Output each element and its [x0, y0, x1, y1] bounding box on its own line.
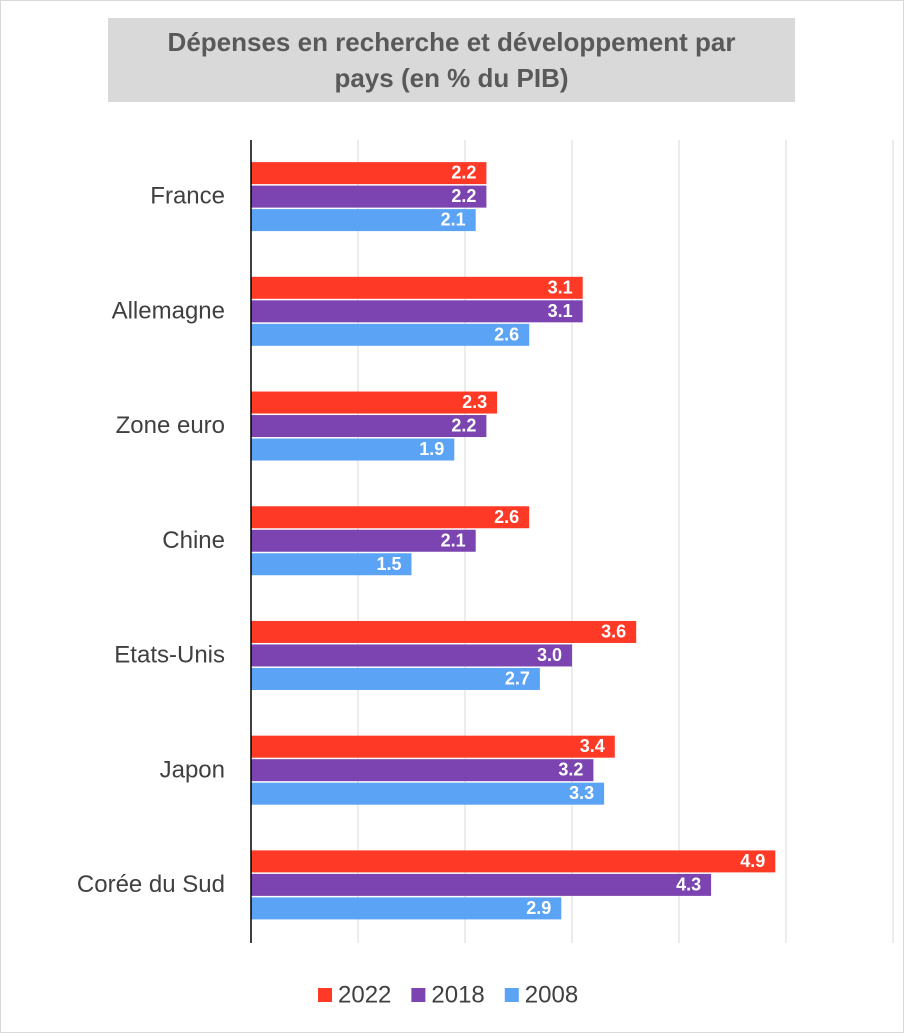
bar [251, 185, 487, 208]
bar [251, 391, 498, 414]
y-tick-label: Etats-Unis [114, 642, 225, 669]
bar [251, 300, 583, 323]
bar [251, 873, 712, 896]
bar [251, 644, 572, 667]
bar [251, 850, 776, 873]
bar [251, 209, 476, 232]
bar [251, 323, 530, 346]
data-label: 2.6 [494, 507, 519, 527]
data-label: 2.2 [451, 186, 476, 206]
data-label: 2.2 [451, 163, 476, 183]
y-tick-label: Corée du Sud [77, 871, 225, 898]
data-label: 3.0 [537, 645, 562, 665]
data-label: 3.4 [580, 736, 605, 756]
bar [251, 529, 476, 552]
data-label: 2.6 [494, 324, 519, 344]
data-label: 4.9 [740, 851, 765, 871]
bar [251, 735, 615, 758]
bar [251, 897, 562, 920]
y-tick-label: Japon [160, 756, 225, 783]
legend-swatch [504, 988, 519, 1002]
data-label: 2.7 [505, 668, 530, 688]
legend-label: 2022 [338, 981, 391, 1008]
title-box: Dépenses en recherche et développement p… [108, 18, 795, 102]
data-label: 2.2 [451, 416, 476, 436]
legend-swatch [411, 988, 426, 1002]
data-label: 2.1 [441, 210, 466, 230]
data-label: 3.3 [569, 783, 594, 803]
legend-swatch [318, 988, 332, 1002]
bar [251, 782, 605, 805]
chart-title: Dépenses en recherche et développement p… [167, 27, 736, 93]
bar [251, 667, 540, 690]
bar [251, 415, 487, 438]
data-label: 1.5 [376, 554, 401, 574]
y-tick-label: Zone euro [116, 412, 225, 439]
y-tick-label: Chine [162, 527, 225, 554]
data-label: 3.1 [548, 301, 573, 321]
bar [251, 438, 455, 461]
data-label: 2.3 [462, 392, 487, 412]
data-label: 2.9 [526, 898, 551, 918]
bar [251, 276, 583, 299]
y-tick-label: Allemagne [112, 297, 225, 324]
bar [251, 759, 594, 782]
bar [251, 620, 637, 643]
data-label: 3.6 [601, 621, 626, 641]
data-label: 2.1 [441, 530, 466, 550]
bar [251, 553, 412, 576]
legend-label: 2008 [525, 981, 578, 1008]
bar [251, 506, 530, 529]
bar [251, 162, 487, 185]
y-tick-label: France [150, 183, 225, 210]
data-label: 1.9 [419, 439, 444, 459]
legend-label: 2018 [431, 981, 484, 1008]
data-label: 4.3 [676, 874, 701, 894]
data-label: 3.2 [558, 760, 583, 780]
data-label: 3.1 [548, 277, 573, 297]
